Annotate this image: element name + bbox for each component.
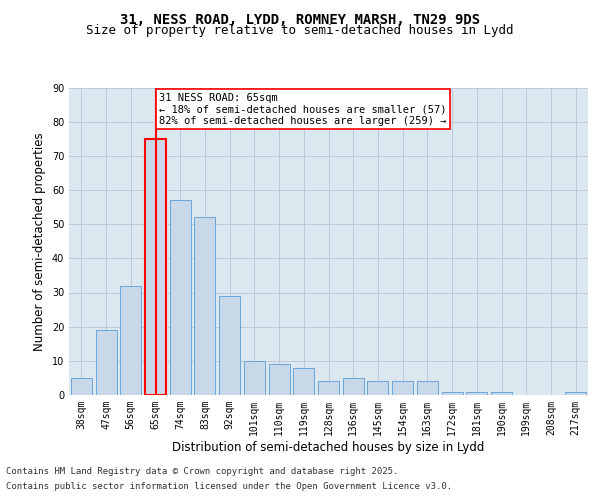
Text: 31 NESS ROAD: 65sqm
← 18% of semi-detached houses are smaller (57)
82% of semi-d: 31 NESS ROAD: 65sqm ← 18% of semi-detach… xyxy=(159,92,447,126)
Bar xyxy=(367,382,388,395)
Bar xyxy=(442,392,463,395)
Text: Size of property relative to semi-detached houses in Lydd: Size of property relative to semi-detach… xyxy=(86,24,514,37)
X-axis label: Distribution of semi-detached houses by size in Lydd: Distribution of semi-detached houses by … xyxy=(172,440,485,454)
Bar xyxy=(565,392,586,395)
Bar xyxy=(392,382,413,395)
Bar xyxy=(145,138,166,395)
Bar xyxy=(293,368,314,395)
Text: 31, NESS ROAD, LYDD, ROMNEY MARSH, TN29 9DS: 31, NESS ROAD, LYDD, ROMNEY MARSH, TN29 … xyxy=(120,12,480,26)
Bar xyxy=(269,364,290,395)
Bar xyxy=(71,378,92,395)
Text: Contains public sector information licensed under the Open Government Licence v3: Contains public sector information licen… xyxy=(6,482,452,491)
Bar xyxy=(417,382,438,395)
Bar xyxy=(343,378,364,395)
Bar xyxy=(244,361,265,395)
Bar xyxy=(95,330,116,395)
Bar xyxy=(170,200,191,395)
Bar xyxy=(466,392,487,395)
Y-axis label: Number of semi-detached properties: Number of semi-detached properties xyxy=(33,132,46,350)
Text: Contains HM Land Registry data © Crown copyright and database right 2025.: Contains HM Land Registry data © Crown c… xyxy=(6,467,398,476)
Bar xyxy=(120,286,141,395)
Bar xyxy=(219,296,240,395)
Bar xyxy=(491,392,512,395)
Bar xyxy=(194,218,215,395)
Bar xyxy=(318,382,339,395)
